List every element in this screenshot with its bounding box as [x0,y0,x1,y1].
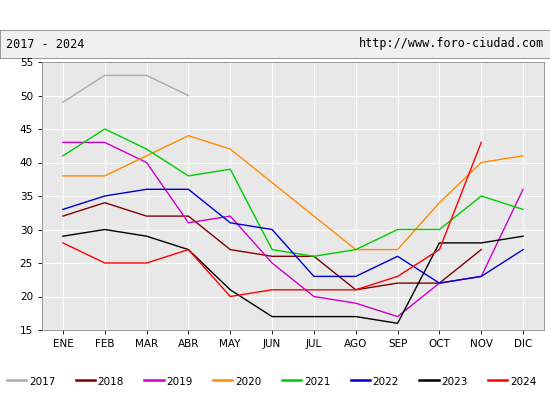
Text: 2024: 2024 [510,377,536,387]
Text: 2023: 2023 [441,377,468,387]
Text: 2017: 2017 [29,377,55,387]
Text: Evolucion del paro registrado en Vega de Valcarce: Evolucion del paro registrado en Vega de… [60,8,490,22]
Text: 2020: 2020 [235,377,261,387]
Text: 2019: 2019 [166,377,192,387]
Text: 2022: 2022 [373,377,399,387]
Text: 2018: 2018 [98,377,124,387]
Text: 2017 - 2024: 2017 - 2024 [6,38,84,50]
Text: http://www.foro-ciudad.com: http://www.foro-ciudad.com [359,38,544,50]
Text: 2021: 2021 [304,377,330,387]
